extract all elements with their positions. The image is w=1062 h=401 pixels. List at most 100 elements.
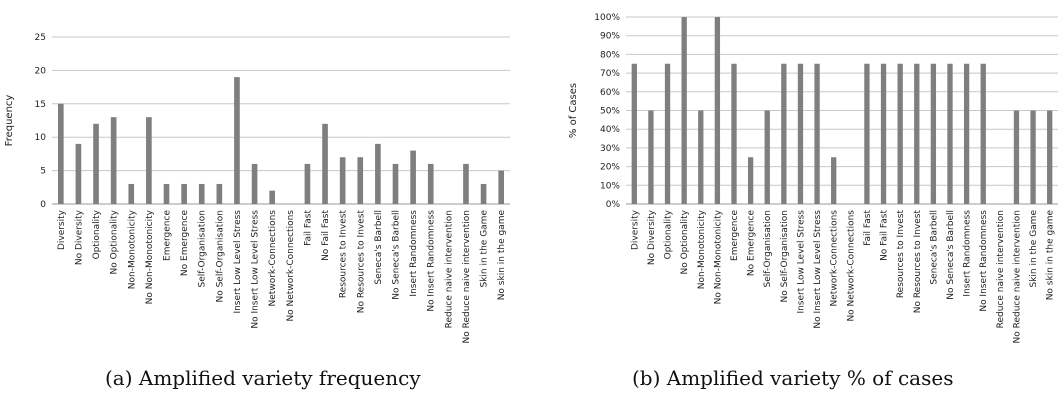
x-tick-label: Reduce naive intervention: [996, 210, 1006, 328]
y-tick-label: 5: [40, 167, 46, 177]
bar: [781, 63, 787, 204]
x-tick-label: Seneca's Barbell: [374, 210, 384, 285]
x-tick-label: Reduce naive intervention: [444, 210, 454, 328]
bar: [797, 63, 804, 204]
x-tick-label: Self-Organisation: [198, 210, 208, 287]
x-tick-label: Emergence: [730, 210, 740, 261]
bar: [392, 163, 399, 204]
bar: [914, 63, 920, 204]
x-tick-label: No skin in the game: [1046, 210, 1056, 301]
x-tick-label: Insert Low Level Stress: [233, 210, 243, 314]
y-tick-label: 50%: [600, 107, 620, 117]
y-tick-label: 20%: [600, 163, 620, 173]
bar: [980, 63, 986, 204]
x-tick-label: No Diversity: [74, 209, 84, 265]
x-tick-label: Insert Randomness: [963, 210, 973, 297]
x-tick-label: No Seneca's Barbell: [392, 210, 402, 300]
bar: [664, 63, 671, 204]
x-tick-label: No Insert Randomness: [979, 210, 989, 312]
bar: [648, 110, 654, 204]
x-tick-label: No Non-Monotonicity: [145, 209, 155, 304]
x-tick-label: No Diversity: [647, 209, 657, 265]
x-tick-label: No Resources to Invest: [356, 210, 366, 314]
x-tick-label: Skin in the Game: [1029, 210, 1039, 288]
y-tick-label: 10%: [600, 181, 620, 191]
bar: [963, 63, 970, 204]
x-tick-label: No Network-Connections: [286, 210, 296, 322]
x-tick-label: Self-Organisation: [763, 210, 773, 287]
bar: [57, 103, 64, 204]
bar: [631, 63, 637, 204]
x-tick-label: No Non-Monotonicity: [713, 209, 723, 304]
bar: [234, 77, 240, 204]
x-tick-label: No Emergence: [747, 210, 757, 277]
bar: [714, 17, 721, 204]
caption-frequency-chart: (a) Amplified variety frequency: [105, 366, 421, 390]
x-tick-label: No Fail Fast: [321, 210, 331, 261]
x-tick-label: No Optionality: [680, 209, 690, 274]
x-tick-label: Resources to Invest: [339, 210, 349, 299]
x-tick-label: Network-Connections: [268, 210, 278, 307]
bar: [764, 110, 770, 204]
bar: [110, 117, 117, 204]
x-tick-label: Non-Monotonicity: [127, 209, 137, 289]
bar: [880, 63, 887, 204]
bar: [864, 63, 870, 204]
y-tick-label: 25: [35, 33, 46, 43]
x-tick-label: No Reduce naive intervention: [1012, 210, 1022, 343]
bar: [339, 157, 346, 204]
caption-percent-chart: (b) Amplified variety % of cases: [632, 366, 954, 390]
x-tick-label: Optionality: [664, 209, 674, 259]
y-tick-label: 10: [35, 133, 47, 143]
x-tick-label: Fail Fast: [303, 210, 313, 246]
y-tick-label: 0%: [606, 200, 621, 210]
bar: [304, 163, 311, 204]
bar: [1013, 110, 1020, 204]
y-tick-label: 20: [35, 66, 47, 76]
y-tick-label: 90%: [600, 32, 620, 42]
x-tick-label: No Self-Organisation: [780, 210, 790, 303]
chart-percent-of-cases: 0% 10% 20% 30% 40% 50% 60% 70% 80% 90% 100% % of Ca…: [568, 13, 1058, 343]
x-tick-label: Optionality: [92, 209, 102, 259]
x-tick-label: No Reduce naive intervention: [462, 210, 472, 343]
x-tick-label: No Emergence: [180, 210, 190, 277]
bar: [251, 163, 258, 204]
x-tick-label: No skin in the game: [497, 210, 507, 301]
x-tick-label: Insert Low Level Stress: [796, 210, 806, 314]
y-tick-label: 70%: [600, 69, 620, 79]
bar: [747, 157, 754, 204]
bar: [163, 183, 170, 204]
x-tick-label: No Fail Fast: [880, 210, 890, 261]
x-tick-label: Non-Monotonicity: [697, 209, 707, 289]
bar: [198, 183, 205, 204]
bar: [357, 157, 364, 204]
x-tick-label: No Optionality: [110, 209, 120, 274]
x-tick-label: No Resources to Invest: [913, 210, 923, 314]
x-tick-label: Skin in the Game: [480, 210, 490, 288]
bar: [731, 63, 737, 204]
y-tick-label: 100%: [594, 13, 620, 23]
x-tick-label: No Self-Organisation: [215, 210, 225, 303]
bar: [947, 63, 953, 204]
bar: [681, 17, 687, 204]
bar: [698, 110, 704, 204]
y-tick-label: 80%: [600, 50, 620, 60]
chart-frequency: 0 5 10 15 20 25 Frequency Diversity No Diversity…: [4, 33, 510, 343]
bar: [181, 183, 187, 204]
x-tick-label: Insert Randomness: [409, 210, 419, 297]
bar: [814, 63, 820, 204]
bar: [75, 143, 82, 204]
x-tick-label: No Insert Low Level Stress: [251, 210, 261, 329]
bar: [1047, 110, 1053, 204]
x-tick-label: Seneca's Barbell: [929, 210, 939, 285]
bar: [128, 183, 135, 204]
y-tick-label: 15: [35, 100, 46, 110]
bar: [930, 63, 937, 204]
bar: [93, 123, 99, 204]
bar: [897, 63, 903, 204]
x-tick-label: Network-Connections: [830, 210, 840, 307]
bar: [146, 117, 152, 204]
y-tick-label: 30%: [600, 144, 620, 154]
bar: [480, 183, 487, 204]
x-tick-label: No Insert Randomness: [427, 210, 437, 312]
